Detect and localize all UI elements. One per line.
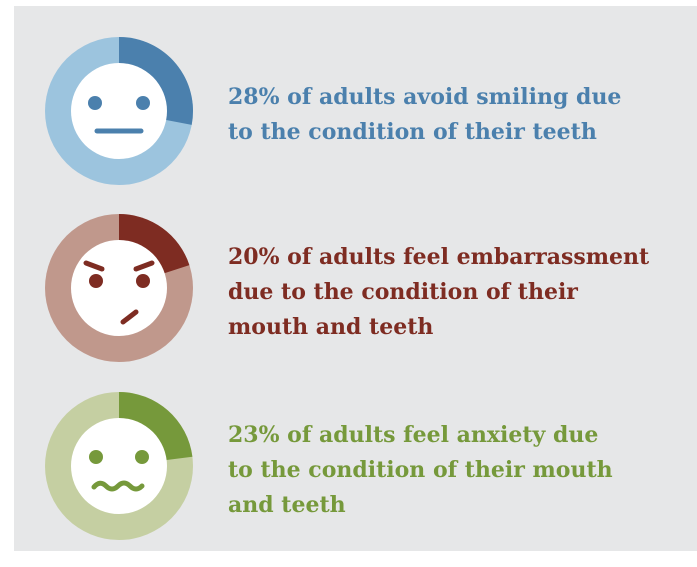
anxious-face-icon [89, 450, 149, 492]
infographic-panel: 28% of adults avoid smiling due to the c… [14, 6, 697, 551]
smiling-face-circle [71, 63, 167, 159]
embarrassment-face-left-eye [89, 274, 103, 288]
embarrassment-face-left-brow [83, 260, 105, 272]
smiling-caption: 28% of adults avoid smiling due to the c… [228, 84, 622, 145]
embarrassment-caption: 20% of adults feel embarrassment due to … [228, 244, 650, 340]
embarrassed-face-icon [83, 260, 155, 325]
smiling-face-left-eye [88, 96, 102, 110]
embarrassment-face-circle [71, 240, 167, 336]
embarrassment-face-mouth [120, 309, 139, 325]
anxiety-face-left-eye [89, 450, 103, 464]
smiling-donut-chart [45, 37, 194, 185]
anxiety-face-right-eye [135, 450, 149, 464]
neutral-face-icon [88, 96, 150, 134]
smiling-face-right-eye [136, 96, 150, 110]
anxiety-face-wavy-mouth [91, 480, 145, 492]
embarrassment-face-right-eye [136, 274, 150, 288]
embarrassment-face-right-brow [133, 260, 155, 272]
anxiety-donut-chart [45, 392, 193, 540]
anxiety-face-circle [71, 418, 167, 514]
embarrassment-donut-chart [45, 214, 193, 362]
anxiety-caption: 23% of adults feel anxiety due to the co… [228, 422, 613, 518]
